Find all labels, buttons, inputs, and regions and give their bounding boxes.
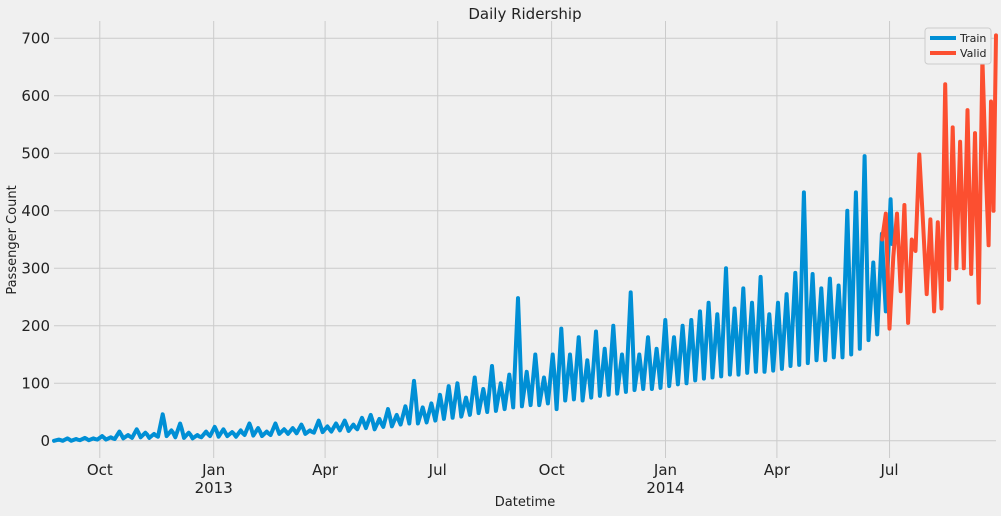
- y-axis-label: Passenger Count: [5, 185, 20, 294]
- y-tick-label: 400: [21, 202, 50, 220]
- chart-title: Daily Ridership: [468, 5, 581, 23]
- x-tick-year-label: 2014: [646, 479, 684, 497]
- y-tick-label: 500: [21, 144, 50, 162]
- y-tick-label: 300: [21, 259, 50, 277]
- y-tick-label: 0: [40, 432, 50, 450]
- legend-label-valid: Valid: [960, 47, 987, 60]
- y-tick-label: 600: [21, 87, 50, 105]
- series-layer: [52, 33, 998, 443]
- x-tick-label: Apr: [764, 461, 791, 479]
- x-tick-label: Apr: [312, 461, 339, 479]
- legend: Train Valid: [924, 27, 992, 65]
- x-tick-label: Oct: [87, 461, 113, 479]
- x-axis-label: Datetime: [495, 495, 555, 510]
- y-tick-label: 700: [21, 29, 50, 47]
- x-tick-label: Jul: [879, 461, 898, 479]
- x-tick-label: Oct: [539, 461, 565, 479]
- y-tick-label: 200: [21, 317, 50, 335]
- x-tick-year-label: 2013: [195, 479, 233, 497]
- y-tick-label: 100: [21, 374, 50, 392]
- legend-label-train: Train: [959, 32, 986, 45]
- x-tick-label: Jan: [653, 461, 677, 479]
- x-tick-label: Jan: [201, 461, 225, 479]
- x-tick-label: Jul: [428, 461, 447, 479]
- series-line-train: [52, 154, 895, 443]
- series-line-valid: [880, 33, 998, 331]
